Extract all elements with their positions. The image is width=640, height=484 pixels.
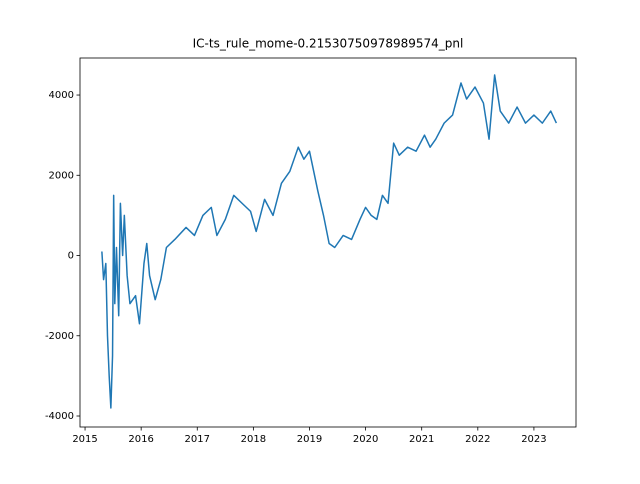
plot-frame <box>79 57 577 428</box>
y-tick-label: 4000 <box>49 90 74 101</box>
x-tick-label: 2021 <box>409 434 434 445</box>
x-tick-label: 2018 <box>241 434 266 445</box>
x-tick-label: 2015 <box>72 434 97 445</box>
y-tick-label: -4000 <box>45 411 74 422</box>
x-tick-label: 2020 <box>353 434 378 445</box>
line <box>101 74 558 409</box>
x-tick-label: 2023 <box>521 434 546 445</box>
x-tick-label: 2019 <box>297 434 322 445</box>
x-tick-label: 2017 <box>185 434 210 445</box>
chart-title: IC-ts_rule_mome-0.21530750978989574_pnl <box>193 37 464 51</box>
x-tick-label: 2022 <box>465 434 490 445</box>
x-tick-label: 2016 <box>128 434 153 445</box>
y-tick-label: -2000 <box>45 331 74 342</box>
y-tick-label: 0 <box>68 251 74 262</box>
y-tick-label: 2000 <box>49 170 74 181</box>
